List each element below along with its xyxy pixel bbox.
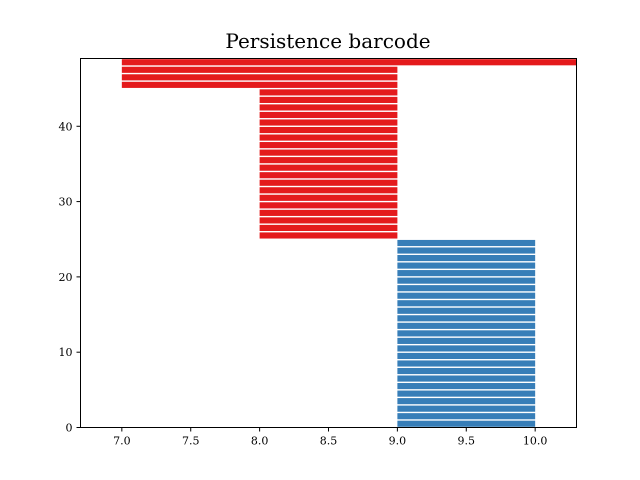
barcode-bar [397, 375, 536, 382]
barcode-bar [397, 262, 536, 269]
barcode-bar [259, 194, 398, 201]
x-axis: 7.0 7.5 8.0 8.5 9.0 9.5 10.0 [113, 427, 548, 448]
barcode-bar [397, 367, 536, 375]
barcode-bar [259, 126, 398, 134]
barcode-bar [397, 270, 536, 277]
barcode-bar [121, 74, 398, 81]
barcode-bar [397, 292, 536, 299]
barcode-bar [397, 420, 536, 427]
barcode-bar [397, 398, 536, 405]
y-tick-label: 0 [66, 422, 73, 435]
barcode-bar [397, 277, 536, 284]
barcode-bar [259, 96, 398, 103]
barcode-bar [397, 330, 536, 337]
barcode-bar [259, 119, 398, 126]
barcode-bar [397, 383, 536, 390]
barcode-bar [259, 179, 398, 186]
barcode-bar [397, 315, 536, 322]
barcode-bar [259, 217, 398, 224]
barcode-bar [397, 337, 536, 344]
barcode-bar [259, 232, 398, 239]
barcode-bar [259, 187, 398, 194]
barcode-bar [259, 172, 398, 179]
barcode-bar [259, 134, 398, 141]
barcode-bar [397, 345, 536, 352]
barcode-bar [259, 164, 398, 171]
y-tick-label: 20 [59, 271, 73, 284]
chart-title: Persistence barcode [225, 29, 430, 53]
barcode-bar [397, 247, 536, 254]
barcode-bar [397, 307, 536, 314]
x-tick-label: 10.0 [523, 435, 548, 448]
barcode-bar [397, 405, 536, 412]
barcode-bar [259, 209, 398, 216]
barcode-bar [397, 352, 536, 360]
barcode-bar [397, 300, 536, 307]
x-tick-label: 8.0 [251, 435, 269, 448]
y-tick-label: 40 [59, 120, 73, 133]
barcode-bar [259, 149, 398, 156]
x-tick-label: 7.5 [182, 435, 200, 448]
barcode-bar [259, 104, 398, 111]
x-tick-label: 9.5 [458, 435, 476, 448]
barcode-bar [259, 202, 398, 209]
y-tick-label: 30 [59, 196, 73, 209]
barcode-bar [397, 360, 536, 367]
bars-group [121, 59, 577, 427]
barcode-bar [121, 66, 398, 73]
barcode-bar [259, 224, 398, 232]
x-tick-label: 8.5 [320, 435, 338, 448]
barcode-bar [121, 59, 577, 66]
barcode-bar [397, 285, 536, 292]
x-tick-label: 9.0 [389, 435, 407, 448]
barcode-bar [397, 390, 536, 397]
y-tick-label: 10 [59, 346, 73, 359]
barcode-bar [397, 413, 536, 420]
y-axis: 0 10 20 30 40 [59, 120, 81, 435]
plot-frame [80, 58, 577, 428]
barcode-bar [259, 111, 398, 119]
barcode-bar [397, 322, 536, 329]
barcode-bar [397, 239, 536, 247]
barcode-bar [259, 157, 398, 164]
x-tick-label: 7.0 [113, 435, 131, 448]
barcode-bar [259, 142, 398, 149]
barcode-bar [121, 81, 398, 88]
barcode-bar [259, 89, 398, 96]
barcode-bar [397, 254, 536, 262]
